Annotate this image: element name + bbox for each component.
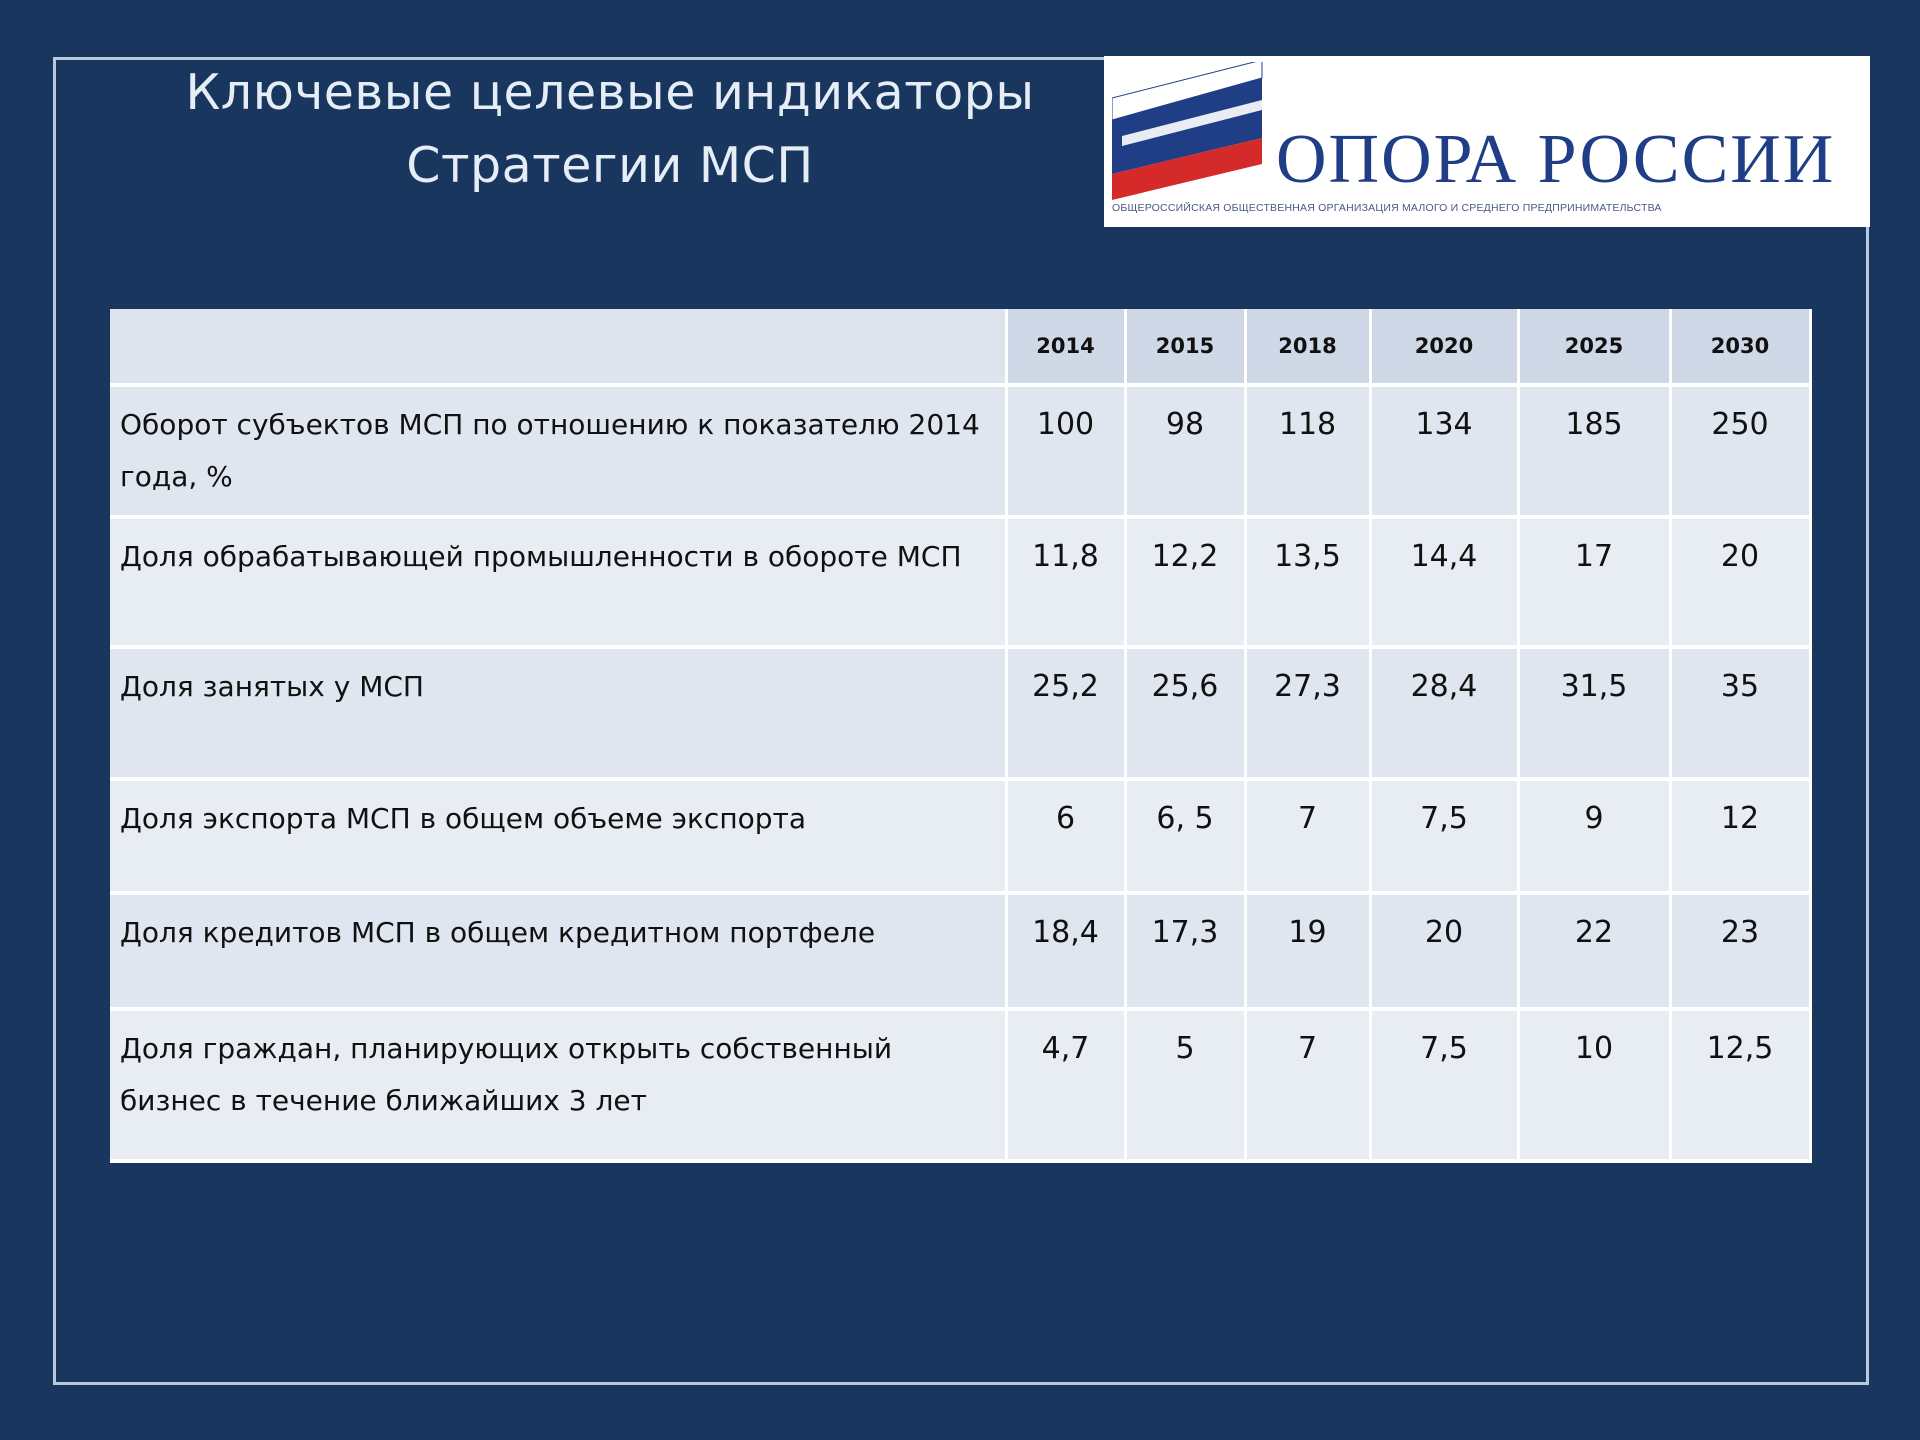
row-value: 35	[1670, 647, 1812, 781]
logo-subtitle: Общероссийская общественная организация …	[1112, 202, 1662, 214]
row-value: 18,4	[1006, 893, 1127, 1011]
row-value: 31,5	[1518, 647, 1672, 781]
row-value: 28,4	[1370, 647, 1520, 781]
row-value: 98	[1125, 385, 1247, 519]
row-value: 250	[1670, 385, 1812, 519]
opora-rossii-logo: ОПОРА РОССИИ Общероссийская общественная…	[1104, 56, 1870, 227]
row-value: 27,3	[1245, 647, 1372, 781]
header-cell-year: 2020	[1370, 309, 1520, 387]
row-value: 134	[1370, 385, 1520, 519]
row-label: Оборот субъектов МСП по отношению к пока…	[110, 385, 1008, 519]
row-value: 6, 5	[1125, 779, 1247, 895]
row-value: 12	[1670, 779, 1812, 895]
row-value: 17,3	[1125, 893, 1247, 1011]
logo-name: ОПОРА РОССИИ	[1276, 121, 1836, 198]
row-value: 12,5	[1670, 1009, 1812, 1163]
table-row: Доля экспорта МСП в общем объеме экспорт…	[110, 779, 1812, 895]
row-value: 9	[1518, 779, 1672, 895]
row-value: 20	[1370, 893, 1520, 1011]
header-cell-year: 2014	[1006, 309, 1127, 387]
row-value: 19	[1245, 893, 1372, 1011]
row-value: 100	[1006, 385, 1127, 519]
row-value: 185	[1518, 385, 1672, 519]
table-row: Доля занятых у МСП 25,2 25,6 27,3 28,4 3…	[110, 647, 1812, 781]
slide-frame	[53, 57, 1869, 1385]
row-value: 7	[1245, 779, 1372, 895]
row-label: Доля экспорта МСП в общем объеме экспорт…	[110, 779, 1008, 895]
row-value: 13,5	[1245, 517, 1372, 649]
header-cell-year: 2015	[1125, 309, 1247, 387]
row-value: 4,7	[1006, 1009, 1127, 1163]
slide-title-line2: Стратегии МСП	[406, 137, 814, 194]
row-value: 22	[1518, 893, 1672, 1011]
row-value: 11,8	[1006, 517, 1127, 649]
row-value: 25,2	[1006, 647, 1127, 781]
indicators-table-wrap: 2014 2015 2018 2020 2025 2030 Оборот суб…	[110, 309, 1812, 1163]
row-value: 12,2	[1125, 517, 1247, 649]
row-value: 7	[1245, 1009, 1372, 1163]
header-cell-year: 2018	[1245, 309, 1372, 387]
header-cell-blank	[110, 309, 1008, 387]
table-row: Доля граждан, планирующих открыть собств…	[110, 1009, 1812, 1163]
table-header-row: 2014 2015 2018 2020 2025 2030	[110, 309, 1812, 387]
slide-title-line1: Ключевые целевые индикаторы	[185, 64, 1035, 121]
row-value: 7,5	[1370, 1009, 1520, 1163]
row-value: 118	[1245, 385, 1372, 519]
row-value: 20	[1670, 517, 1812, 649]
row-value: 5	[1125, 1009, 1247, 1163]
header-cell-year: 2030	[1670, 309, 1812, 387]
row-value: 6	[1006, 779, 1127, 895]
row-value: 10	[1518, 1009, 1672, 1163]
row-value: 14,4	[1370, 517, 1520, 649]
table-row: Доля кредитов МСП в общем кредитном порт…	[110, 893, 1812, 1011]
row-label: Доля занятых у МСП	[110, 647, 1008, 781]
table-row: Доля обрабатывающей промышленности в обо…	[110, 517, 1812, 649]
flag-emblem-icon	[1112, 62, 1263, 200]
header-cell-year: 2025	[1518, 309, 1672, 387]
row-value: 17	[1518, 517, 1672, 649]
indicators-table: 2014 2015 2018 2020 2025 2030 Оборот суб…	[110, 309, 1812, 1163]
row-value: 25,6	[1125, 647, 1247, 781]
row-label: Доля граждан, планирующих открыть собств…	[110, 1009, 1008, 1163]
row-label: Доля кредитов МСП в общем кредитном порт…	[110, 893, 1008, 1011]
row-label: Доля обрабатывающей промышленности в обо…	[110, 517, 1008, 649]
row-value: 7,5	[1370, 779, 1520, 895]
row-value: 23	[1670, 893, 1812, 1011]
slide-title: Ключевые целевые индикаторы Стратегии МС…	[120, 56, 1100, 202]
table-row: Оборот субъектов МСП по отношению к пока…	[110, 385, 1812, 519]
